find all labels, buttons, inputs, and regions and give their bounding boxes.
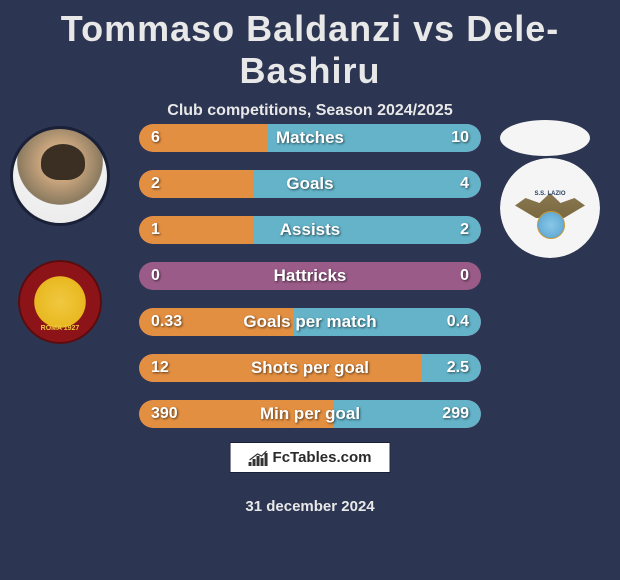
stat-value-left: 0	[151, 267, 160, 285]
stat-value-right: 299	[442, 405, 469, 423]
stat-value-left: 1	[151, 221, 160, 239]
stat-value-right: 0	[460, 267, 469, 285]
stat-value-left: 390	[151, 405, 178, 423]
stat-row: 390 Min per goal 299	[139, 400, 481, 428]
stat-value-right: 4	[460, 175, 469, 193]
stat-label: Matches	[276, 128, 344, 148]
player-left-photo	[10, 126, 110, 226]
stat-row: 12 Shots per goal 2.5	[139, 354, 481, 382]
stats-container: 6 Matches 10 2 Goals 4 1 Assists 2 0 Hattricks 0 0.3…	[139, 124, 481, 446]
stat-label: Goals per match	[243, 312, 376, 332]
stat-value-right: 2	[460, 221, 469, 239]
comparison-date: 31 december 2024	[245, 498, 374, 515]
stat-value-right: 2.5	[447, 359, 469, 377]
stat-row: 1 Assists 2	[139, 216, 481, 244]
player-right-photo-placeholder	[500, 120, 590, 156]
fctables-logo-icon	[249, 450, 269, 466]
stat-value-left: 0.33	[151, 313, 182, 331]
roma-crest-icon	[18, 260, 102, 344]
comparison-subtitle: Club competitions, Season 2024/2025	[0, 102, 620, 120]
stat-row: 0 Hattricks 0	[139, 262, 481, 290]
stat-row: 0.33 Goals per match 0.4	[139, 308, 481, 336]
club-left-badge	[18, 260, 102, 344]
stat-value-left: 6	[151, 129, 160, 147]
comparison-title: Tommaso Baldanzi vs Dele-Bashiru	[0, 0, 620, 92]
lazio-crest-icon: S.S. LAZIO	[500, 158, 600, 258]
stat-value-right: 10	[451, 129, 469, 147]
stat-label: Assists	[280, 220, 340, 240]
stat-value-left: 2	[151, 175, 160, 193]
branding-text: FcTables.com	[273, 449, 372, 466]
stat-row: 2 Goals 4	[139, 170, 481, 198]
stat-row: 6 Matches 10	[139, 124, 481, 152]
stat-value-right: 0.4	[447, 313, 469, 331]
club-right-badge: S.S. LAZIO	[500, 158, 600, 258]
branding-badge: FcTables.com	[230, 442, 391, 473]
stat-value-left: 12	[151, 359, 169, 377]
stat-label: Hattricks	[274, 266, 347, 286]
stat-label: Min per goal	[260, 404, 360, 424]
stat-label: Goals	[286, 174, 333, 194]
stat-label: Shots per goal	[251, 358, 369, 378]
